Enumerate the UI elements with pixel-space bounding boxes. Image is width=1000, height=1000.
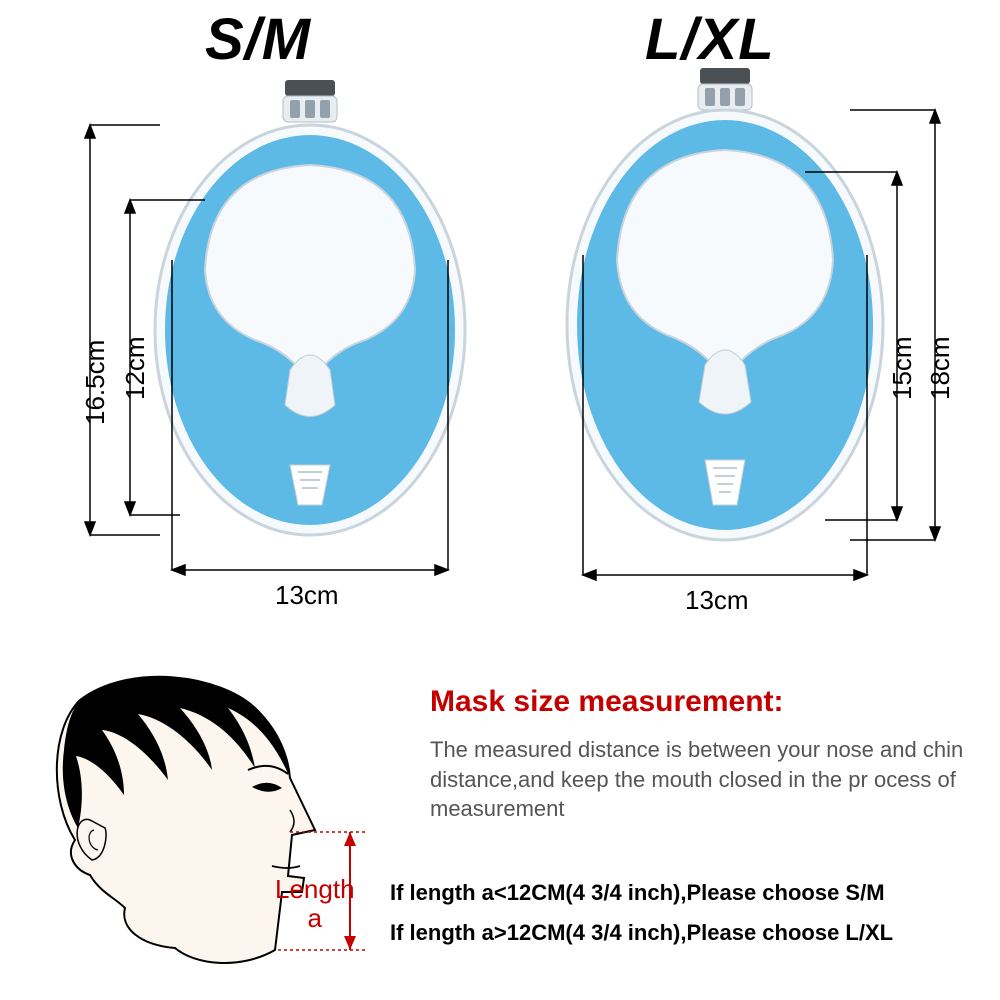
rule-lxl: If length a>12CM(4 3/4 inch),Please choo…: [390, 920, 893, 946]
mask-lxl: [505, 60, 955, 590]
length-label-line2: a: [308, 903, 322, 933]
measurement-title: Mask size measurement:: [430, 685, 784, 719]
measurement-description: The measured distance is between your no…: [430, 735, 970, 824]
size-label-sm: S/M: [205, 6, 311, 73]
head-profile: [20, 660, 390, 990]
dim-outer-height-label-lxl: 18cm: [925, 336, 956, 400]
length-label-line1: Length: [275, 874, 355, 904]
camera-mount-icon: [698, 68, 752, 110]
camera-mount-icon: [283, 80, 337, 122]
dim-width-label-sm: 13cm: [275, 580, 339, 611]
dim-outer-height-sm: [85, 125, 160, 535]
dim-outer-height-label-sm: 16.5cm: [80, 340, 111, 425]
dim-inner-height-label-sm: 12cm: [120, 336, 151, 400]
dim-inner-height-label-lxl: 15cm: [887, 336, 918, 400]
length-label: Length a: [275, 875, 355, 932]
rule-sm: If length a<12CM(4 3/4 inch),Please choo…: [390, 880, 885, 906]
mask-sm: [60, 70, 480, 580]
dim-width-label-lxl: 13cm: [685, 585, 749, 616]
